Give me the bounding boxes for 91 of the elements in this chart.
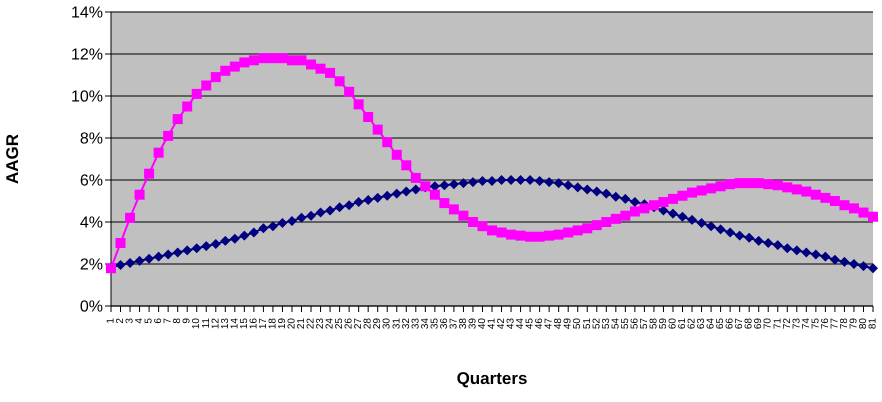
x-tick-label: 77 (829, 318, 840, 330)
x-tick-label: 52 (591, 318, 602, 330)
x-tick-label: 19 (276, 318, 288, 330)
x-tick-label: 23 (315, 318, 326, 330)
x-tick-label: 15 (238, 318, 250, 330)
x-tick-label: 42 (496, 318, 508, 330)
x-tick-label: 41 (486, 318, 498, 330)
x-tick-label: 26 (344, 318, 355, 330)
x-tick-label: 32 (400, 318, 412, 330)
x-tick-label: 33 (410, 318, 422, 330)
x-tick-label: 36 (438, 318, 450, 330)
x-tick-label: 80 (858, 318, 869, 330)
x-tick-label: 40 (476, 318, 488, 330)
x-tick-label: 73 (791, 318, 802, 330)
x-tick-label: 17 (258, 318, 269, 330)
x-tick-label: 29 (372, 318, 384, 330)
x-tick-label: 22 (306, 318, 317, 330)
x-tick-label: 16 (248, 318, 260, 330)
x-tick-label: 28 (362, 318, 374, 330)
x-tick-label: 6 (153, 318, 164, 324)
y-tick-label: 12% (70, 46, 103, 64)
x-tick-label: 11 (200, 318, 212, 328)
x-tick-label: 12 (210, 318, 222, 330)
y-tick-label: 4% (80, 214, 103, 232)
x-tick-label: 8 (172, 318, 184, 324)
y-axis-title: AAGR (3, 134, 22, 184)
x-tick-label: 30 (382, 318, 393, 330)
x-tick-label: 58 (648, 318, 660, 330)
x-tick-label: 35 (429, 318, 440, 330)
x-tick-label: 34 (420, 318, 431, 330)
x-tick-label: 18 (267, 318, 278, 330)
x-tick-label: 2 (115, 318, 126, 324)
x-tick-label: 53 (600, 318, 612, 330)
x-tick-label: 68 (744, 318, 755, 330)
y-tick-label: 2% (80, 256, 103, 274)
x-tick-label: 45 (524, 318, 536, 330)
x-tick-label: 37 (448, 318, 460, 330)
x-tick-label: 81 (868, 318, 878, 330)
x-tick-label: 61 (677, 318, 688, 330)
x-tick-label: 63 (696, 318, 708, 330)
x-tick-label: 71 (772, 318, 784, 330)
x-tick-label: 47 (544, 318, 555, 330)
x-tick-label: 54 (610, 318, 622, 330)
x-tick-label: 27 (353, 318, 364, 330)
x-tick-label: 51 (582, 318, 593, 330)
x-tick-label: 49 (562, 318, 574, 330)
x-tick-label: 31 (391, 318, 402, 330)
x-tick-label: 75 (810, 318, 822, 330)
x-tick-label: 44 (515, 318, 526, 330)
x-tick-label: 56 (629, 318, 640, 330)
x-tick-label: 57 (638, 318, 650, 330)
x-tick-label: 70 (762, 318, 774, 330)
y-tick-label: 6% (80, 172, 103, 190)
x-tick-label: 4 (134, 318, 146, 324)
x-tick-label: 1 (106, 318, 116, 324)
x-tick-label: 66 (724, 318, 736, 330)
x-tick-label: 20 (286, 318, 298, 330)
x-tick-label: 69 (753, 318, 764, 330)
x-tick-label: 13 (220, 318, 231, 330)
x-tick-label: 64 (706, 318, 717, 330)
x-tick-label: 62 (686, 318, 698, 330)
y-tick-label: 8% (80, 130, 103, 148)
x-tick-label: 48 (553, 318, 564, 330)
x-tick-label: 38 (458, 318, 469, 330)
y-tick-label: 10% (70, 88, 103, 106)
x-tick-label: 46 (534, 318, 546, 330)
x-tick-label: 5 (144, 318, 155, 324)
x-tick-label: 14 (229, 318, 240, 330)
x-tick-label: 72 (782, 318, 793, 330)
x-tick-label: 65 (715, 318, 726, 330)
y-tick-label: 14% (70, 4, 103, 22)
x-tick-label: 3 (124, 318, 136, 324)
x-tick-label: 9 (182, 318, 193, 324)
x-tick-label: 25 (334, 318, 346, 330)
x-tick-label: 55 (620, 318, 631, 330)
x-tick-label: 59 (658, 318, 669, 330)
x-axis-title: Quarters (456, 369, 528, 388)
x-tick-label: 78 (838, 318, 850, 330)
x-tick-label: 43 (506, 318, 517, 330)
x-tick-label: 24 (324, 318, 336, 330)
x-tick-label: 67 (734, 318, 746, 330)
x-tick-label: 74 (800, 318, 812, 330)
x-tick-label: 10 (191, 318, 202, 330)
x-tick-label: 7 (162, 318, 174, 324)
x-tick-label: 21 (296, 318, 307, 330)
x-tick-label: 50 (572, 318, 584, 330)
y-tick-label: 0% (80, 298, 103, 316)
x-tick-label: 60 (667, 318, 678, 330)
x-tick-label: 39 (467, 318, 478, 330)
x-tick-label: 79 (848, 318, 860, 330)
x-tick-label: 76 (820, 318, 831, 330)
